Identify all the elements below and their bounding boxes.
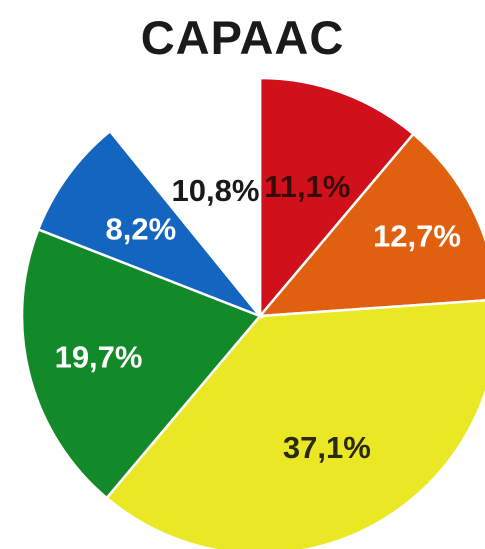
pie-slice-label: 10,8% — [172, 173, 260, 208]
pie-slices — [20, 76, 485, 549]
pie-slice — [257, 132, 485, 318]
pie-slice-label: 8,2% — [106, 211, 177, 246]
chart-title: CAPAAC — [140, 11, 345, 64]
pie-slice — [104, 299, 485, 549]
pie-slice — [36, 129, 264, 319]
pie-slice — [108, 76, 262, 320]
pie-slice-label: 37,1% — [283, 430, 371, 465]
pie-labels: 11,1% 12,7% 37,1% 19,7% 8,2%10,8% — [55, 169, 461, 465]
pie-slice-label: 12,7% — [373, 219, 461, 254]
pie-slice — [258, 76, 416, 320]
pie-slice-label: 19,7% — [55, 340, 143, 375]
pie-slice-label: 11,1% — [264, 169, 350, 204]
pie-slice — [20, 227, 263, 500]
